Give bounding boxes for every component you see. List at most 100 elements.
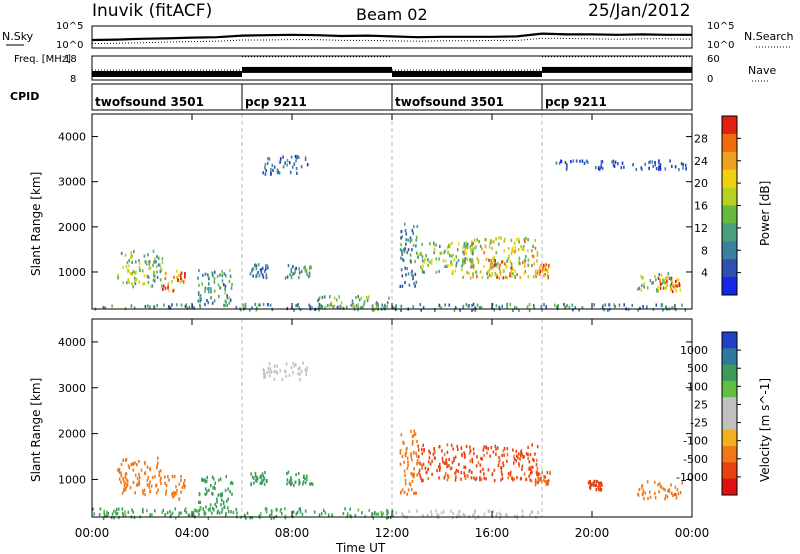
range-cell [532,244,534,248]
range-cell [442,259,445,263]
range-cell [464,455,466,459]
range-cell [279,157,282,161]
range-cell [418,471,420,475]
range-cell [513,457,516,461]
range-cell [125,484,128,488]
range-cell [601,167,604,171]
range-cell [560,159,562,163]
range-cell [215,505,218,509]
range-cell [474,509,476,513]
colorbar-cell [722,169,737,189]
range-cell [507,247,510,251]
range-cell [180,474,182,479]
range-cell [674,485,677,489]
range-cell [121,491,124,495]
colorbar-tick-label: 1000 [680,344,708,357]
range-cell [294,154,297,159]
range-cell [406,466,409,470]
range-cell [400,433,403,437]
range-cell [403,490,406,494]
range-cell [171,511,174,515]
range-cell [124,458,127,462]
range-cell [509,272,511,276]
range-cell [469,459,472,463]
power-colorbar-label: Power [dB] [758,181,772,246]
range-cell [427,258,429,262]
range-cell [643,285,645,289]
range-cell [460,265,463,269]
range-cell [455,475,457,479]
range-cell [539,476,541,480]
range-cell [510,262,513,266]
range-cell [202,273,204,277]
range-cell [294,480,297,484]
range-cell [333,296,336,300]
range-cell [179,273,182,277]
range-cell [581,159,584,163]
range-cell [654,163,656,167]
range-cell [213,508,215,512]
range-cell [163,303,165,307]
velocity-colorbar-label: Velocity [m s^-1] [758,378,772,482]
range-cell [658,490,660,494]
x-tick-label: 08:00 [275,526,310,540]
range-cell [399,448,402,453]
colorbar-tick-label: 500 [687,362,708,375]
range-cell [423,270,425,274]
range-cell [177,278,179,282]
range-cell [521,467,523,471]
range-cell [493,240,495,244]
range-cell [422,270,424,274]
range-cell [383,306,385,310]
range-cell [268,362,271,366]
range-cell [242,303,245,307]
range-cell [639,306,641,310]
range-cell [411,442,414,446]
range-cell [289,170,292,174]
range-cell [505,513,508,517]
range-cell [644,162,646,166]
range-cell [407,463,409,467]
range-cell [436,513,438,517]
range-cell [146,478,149,482]
range-cell [483,472,485,476]
range-cell [162,287,164,291]
colorbar-tick-label: 100 [687,380,708,393]
range-cell [668,489,671,494]
range-cell [152,263,154,268]
range-cell [455,261,458,265]
range-cell [207,508,210,512]
range-cell [122,477,124,481]
range-cell [410,487,413,491]
range-cell [524,239,526,243]
range-cell [521,509,524,513]
range-cell [275,514,278,518]
range-cell [537,480,539,484]
range-cell [180,511,182,515]
range-cell [503,239,505,243]
range-cell [138,472,140,476]
range-cell [142,492,145,496]
range-cell [262,171,264,175]
range-cell [126,281,128,285]
range-cell [229,490,231,494]
range-cell [144,304,147,309]
range-cell [264,507,267,511]
range-cell [153,305,156,310]
range-cell [207,516,210,520]
beam-title: Beam 02 [356,5,428,24]
range-cell [472,272,474,276]
range-cell [413,472,415,476]
range-cell [449,263,452,267]
range-cell [600,163,603,167]
range-cell [527,258,530,262]
range-cell [171,303,173,307]
range-cell [465,241,467,245]
range-cell [293,308,295,312]
range-cell [504,237,506,241]
x-axis-label: Time UT [335,541,386,554]
range-cell [178,514,180,518]
range-cell [452,447,455,451]
range-cell [249,272,252,276]
range-cell [296,156,298,160]
